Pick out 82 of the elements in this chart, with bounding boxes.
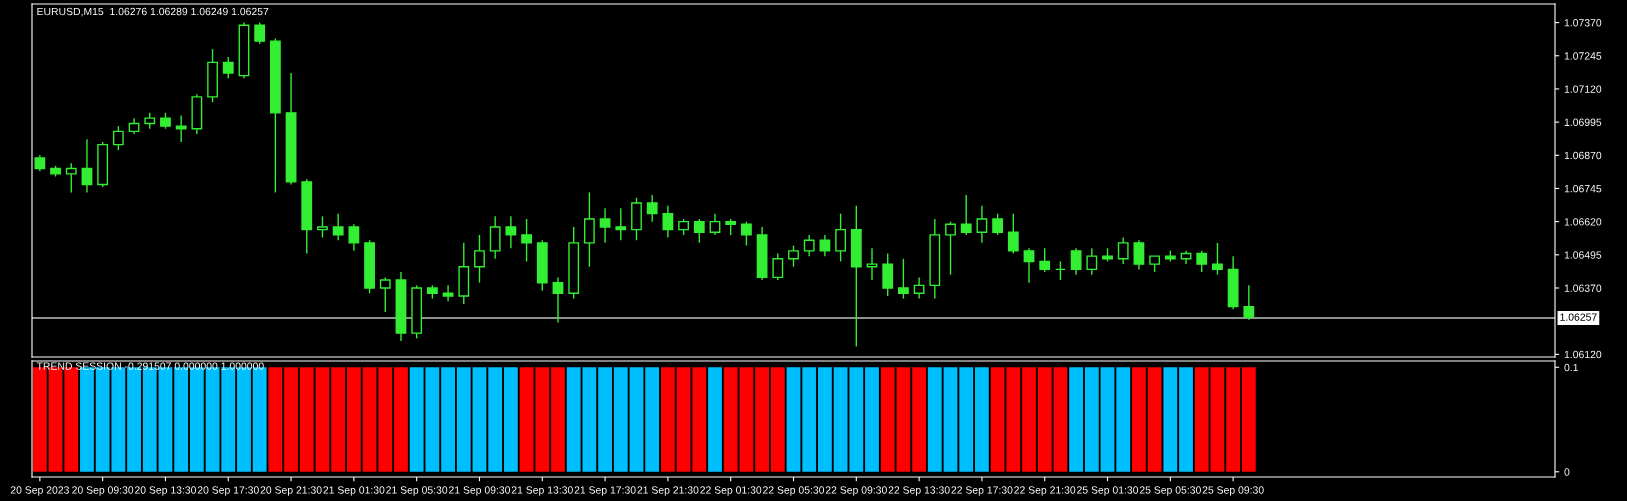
x-tick-label: 20 Sep 17:30 [197, 486, 259, 496]
candlestick [521, 218, 532, 263]
candlestick [882, 252, 894, 297]
candlestick [662, 205, 674, 239]
candlestick [772, 252, 784, 281]
x-tick-label: 22 Sep 21:30 [1014, 486, 1076, 496]
x-tick-label: 22 Sep 09:30 [825, 486, 887, 496]
candlestick [1055, 260, 1066, 281]
candlestick [1133, 239, 1145, 271]
candlestick [1086, 247, 1098, 276]
y-tick-label: 1.07120 [1564, 85, 1602, 93]
candlestick [898, 258, 909, 300]
candlestick [332, 212, 344, 241]
x-tick-label: 22 Sep 05:30 [763, 486, 825, 496]
ref-line-label: 1.06257 [1560, 313, 1597, 321]
x-tick-label: 20 Sep 13:30 [135, 486, 197, 496]
x-tick-label: 22 Sep 17:30 [951, 486, 1013, 496]
y-tick-label: 1.07370 [1564, 19, 1602, 27]
candlestick [489, 215, 501, 260]
x-tick-label: 25 Sep 01:30 [1077, 486, 1139, 496]
candlestick [254, 21, 266, 45]
candlestick [945, 220, 956, 276]
candlestick [175, 114, 187, 143]
x-tick-label: 20 Sep 09:30 [72, 486, 134, 496]
candlestick [819, 234, 831, 257]
x-tick-label: 22 Sep 13:30 [888, 486, 950, 496]
candlestick [693, 218, 705, 244]
candlestick [222, 56, 234, 80]
x-tick-label: 22 Sep 01:30 [700, 486, 762, 496]
x-tick-label: 21 Sep 17:30 [574, 486, 636, 496]
candlestick [317, 215, 328, 239]
y-tick-label: 1.06745 [1564, 184, 1602, 193]
y-tick-label: 0 [1564, 468, 1570, 476]
candlestick [348, 223, 360, 252]
candlestick [552, 276, 564, 324]
candlestick [112, 125, 124, 151]
candlestick [835, 212, 847, 263]
candlestick [992, 212, 1004, 236]
candlestick [81, 138, 93, 194]
y-tick-label: 1.07245 [1564, 52, 1602, 60]
candlestick [960, 194, 972, 236]
x-tick-label: 25 Sep 09:30 [1202, 486, 1264, 496]
y-tick-label: 1.06120 [1564, 350, 1602, 359]
candlestick [442, 284, 454, 302]
candlestick [1196, 250, 1208, 273]
x-tick-label: 21 Sep 01:30 [323, 486, 385, 496]
candlestick [1117, 236, 1129, 265]
candlestick [709, 212, 721, 236]
candlestick [1212, 242, 1223, 276]
candlestick [976, 205, 988, 244]
candlestick [505, 215, 517, 249]
candlestick [788, 244, 799, 268]
candlestick [866, 247, 878, 281]
candlestick [1243, 284, 1255, 321]
candlestick [1070, 247, 1082, 276]
candlestick [583, 191, 595, 268]
candlestick [615, 207, 627, 241]
candlestick [1039, 247, 1051, 273]
chart-title: EURUSD,M15 1.06276 1.06289 1.06249 1.06257 [37, 7, 269, 17]
candlestick [1023, 247, 1035, 284]
x-tick-label: 20 Sep 21:30 [260, 486, 322, 496]
x-tick-label: 21 Sep 21:30 [637, 486, 699, 496]
y-tick-label: 1.06370 [1564, 284, 1602, 292]
candlestick [803, 234, 815, 257]
x-tick-label: 21 Sep 13:30 [511, 486, 573, 496]
candlestick [599, 207, 611, 244]
candlestick [913, 276, 925, 300]
y-tick-label: 1.06495 [1564, 251, 1602, 259]
x-tick-label: 21 Sep 09:30 [449, 486, 511, 496]
candlestick [65, 162, 77, 194]
y-tick-label: 1.06995 [1564, 118, 1602, 126]
x-tick-label: 21 Sep 05:30 [386, 486, 448, 496]
candlestick [379, 276, 391, 313]
candlestick [646, 194, 658, 223]
y-tick-label: 0.1 [1564, 363, 1578, 372]
y-tick-label: 1.06870 [1564, 151, 1602, 160]
y-tick-label: 1.06620 [1564, 218, 1602, 226]
candlestick [474, 234, 485, 284]
candlestick [740, 220, 752, 247]
x-tick-label: 20 Sep 2023 [10, 486, 69, 496]
x-tick-label: 25 Sep 05:30 [1139, 486, 1201, 496]
candlestick [1007, 212, 1019, 255]
